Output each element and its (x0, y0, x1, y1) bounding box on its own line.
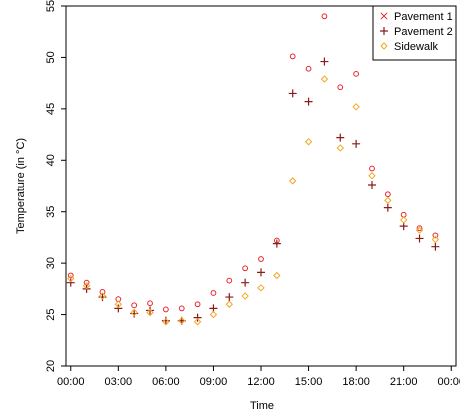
series-pavement-1 (67, 13, 439, 313)
data-point (225, 300, 233, 308)
data-point (384, 191, 391, 198)
data-point (210, 290, 217, 296)
data-point (431, 242, 440, 251)
data-point (146, 306, 155, 315)
data-point (352, 139, 361, 148)
x-tick-label: 03:00 (105, 376, 133, 388)
data-point (415, 234, 424, 243)
data-point (337, 84, 344, 91)
x-tick-label: 06:00 (152, 376, 180, 388)
data-point (320, 75, 329, 83)
data-point (67, 272, 74, 279)
x-tick-label: 12:00 (247, 376, 275, 388)
legend-marker (380, 27, 388, 35)
data-point (161, 316, 170, 325)
data-point (82, 282, 91, 290)
x-tick-label: 15:00 (295, 376, 323, 388)
y-tick-label: 50 (45, 51, 57, 63)
data-point (368, 172, 376, 180)
series-pavement-2 (66, 57, 440, 325)
data-point (178, 305, 185, 312)
x-tick-label: 21:00 (390, 376, 418, 388)
data-point (225, 293, 234, 302)
y-tick-label: 40 (45, 154, 57, 166)
y-tick-label: 25 (45, 308, 57, 320)
legend: Pavement 1 Pavement 2 Sidewalk (372, 5, 457, 61)
y-axis: 20 25 30 35 40 45 50 55 (45, 0, 66, 372)
data-point (193, 313, 202, 322)
x-axis: 00:00 03:00 06:00 09:00 12:00 15:00 18:00 21:00… (57, 366, 460, 388)
data-point (320, 57, 329, 66)
legend-label: Pavement 1 (394, 11, 453, 23)
data-point (178, 317, 186, 325)
y-tick-label: 35 (45, 206, 57, 218)
data-point (209, 310, 218, 319)
data-point (241, 292, 249, 300)
data-point (384, 196, 392, 205)
series-sidewalk (67, 75, 440, 326)
data-point (289, 177, 297, 185)
data-point (367, 180, 376, 189)
data-point (431, 235, 440, 244)
x-tick-label: 00:00 (437, 376, 460, 388)
data-point (114, 304, 123, 313)
data-point (146, 308, 154, 317)
data-point (289, 53, 296, 60)
data-point (369, 165, 375, 172)
y-tick-label: 55 (45, 0, 57, 12)
data-point (352, 103, 360, 111)
data-point (257, 268, 265, 277)
data-point (304, 97, 313, 106)
y-axis-title: Temperature (in °C) (15, 138, 27, 234)
data-point (193, 318, 202, 326)
data-point (257, 284, 265, 292)
data-point (416, 225, 423, 232)
data-point (194, 301, 201, 308)
x-tick-label: 18:00 (342, 376, 370, 388)
data-point (353, 70, 360, 77)
data-point (131, 302, 138, 309)
data-point (162, 318, 170, 326)
data-point (242, 265, 249, 272)
data-point (258, 256, 264, 262)
data-point (130, 309, 139, 318)
data-point (321, 13, 328, 20)
data-point (399, 216, 408, 224)
data-point (162, 306, 169, 313)
data-point (415, 226, 424, 234)
data-points (66, 13, 440, 326)
legend-marker (380, 12, 388, 20)
data-point (304, 138, 313, 146)
data-point (98, 293, 107, 302)
data-point (241, 278, 250, 287)
data-point (383, 203, 392, 212)
y-tick-label: 30 (45, 257, 57, 269)
data-point (432, 232, 439, 239)
data-point (66, 278, 75, 287)
data-point (272, 239, 281, 248)
data-point (305, 65, 312, 72)
y-tick-label: 20 (45, 360, 57, 372)
data-point (98, 292, 107, 300)
data-point (226, 277, 233, 284)
data-point (67, 274, 75, 283)
data-point (336, 144, 344, 152)
x-tick-label: 00:00 (57, 376, 85, 388)
x-axis-title: Time (250, 400, 274, 412)
x-tick-label: 09:00 (200, 376, 228, 388)
data-point (114, 300, 123, 308)
data-point (130, 308, 138, 317)
data-point (288, 89, 297, 98)
data-point (336, 133, 345, 142)
y-tick-label: 45 (45, 103, 57, 115)
legend-label: Pavement 2 (394, 26, 453, 38)
data-point (273, 271, 281, 280)
legend-marker (380, 42, 388, 50)
legend-box (372, 5, 457, 61)
data-point (147, 300, 153, 307)
legend-label: Sidewalk (394, 41, 439, 53)
